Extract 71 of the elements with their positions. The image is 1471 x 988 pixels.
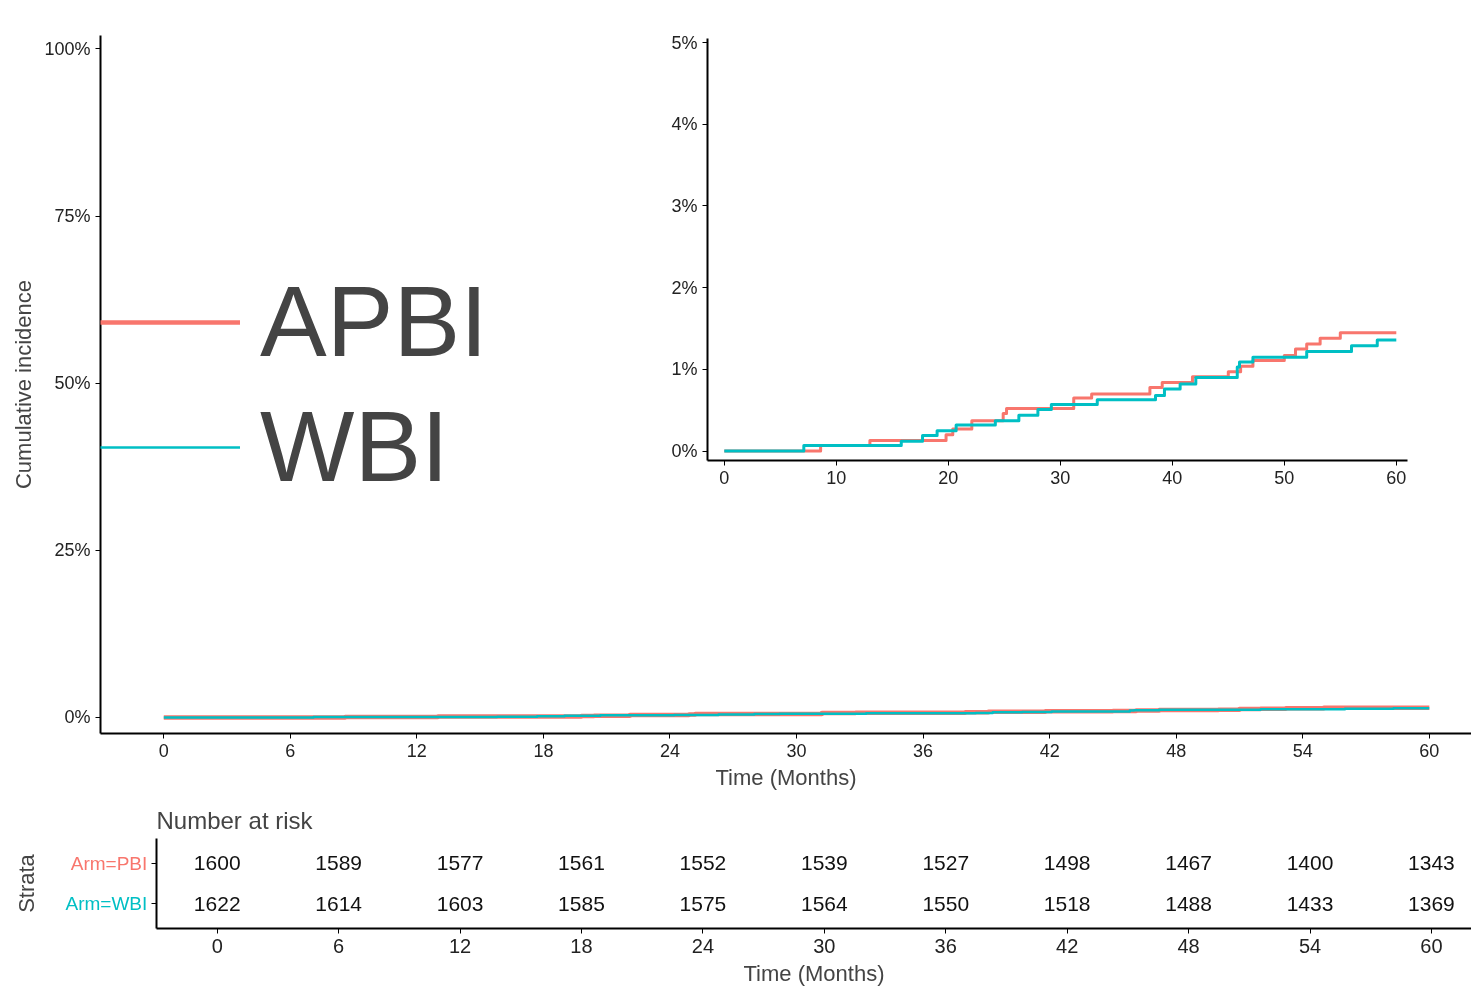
data-label: 1433 — [1286, 891, 1334, 915]
x-tick-label: 30 — [813, 934, 836, 957]
x-tick-label: 36 — [913, 740, 934, 761]
x-tick-label: 24 — [691, 934, 715, 957]
x-tick-label: 60 — [1420, 934, 1443, 957]
data-label: 1539 — [800, 851, 848, 875]
y-tick-label: 5% — [671, 32, 698, 53]
x-tick-label: 60 — [1386, 467, 1407, 488]
x-tick-label: 18 — [570, 934, 593, 957]
y-tick-label: 0% — [64, 707, 91, 728]
x-tick-label: 42 — [1039, 740, 1060, 761]
data-label: 1622 — [193, 891, 241, 915]
x-axis-title: Time (Months) — [743, 960, 885, 986]
y-tick-label: 3% — [671, 195, 698, 216]
data-label: 1614 — [315, 891, 363, 915]
data-label: 1400 — [1286, 851, 1334, 875]
legend-label: APBI — [260, 264, 488, 379]
y-axis-title: Strata — [13, 853, 39, 913]
x-tick-label: 0 — [719, 467, 730, 488]
x-tick-label: 20 — [938, 467, 959, 488]
data-label: 1603 — [436, 891, 484, 915]
x-tick-label: 6 — [285, 740, 296, 761]
data-label: 1585 — [558, 891, 605, 915]
x-tick-label: 0 — [211, 934, 223, 957]
x-tick-label: 24 — [659, 740, 681, 761]
x-tick-label: 12 — [406, 740, 427, 761]
x-tick-label: 40 — [1162, 467, 1183, 488]
y-tick-label: 100% — [44, 38, 91, 59]
data-label: 1575 — [679, 891, 727, 915]
y-tick-label: 25% — [54, 540, 91, 561]
y-tick-label: 0% — [671, 441, 698, 462]
y-tick-label: 4% — [671, 114, 698, 135]
x-tick-label: 60 — [1419, 740, 1440, 761]
x-tick-label: 30 — [1050, 467, 1071, 488]
x-axis-title: Time (Months) — [715, 764, 857, 790]
x-tick-label: 10 — [826, 467, 847, 488]
y-tick-label: Arm=WBI — [65, 893, 148, 915]
x-tick-label: 48 — [1166, 740, 1187, 761]
data-label: 1564 — [800, 891, 848, 915]
data-label: 1369 — [1408, 891, 1455, 915]
x-tick-label: 30 — [786, 740, 807, 761]
x-tick-label: 6 — [333, 934, 345, 957]
x-tick-label: 18 — [533, 740, 554, 761]
x-tick-label: 0 — [158, 740, 169, 761]
data-label: 1488 — [1165, 891, 1212, 915]
x-tick-label: 50 — [1274, 467, 1295, 488]
x-tick-label: 54 — [1298, 934, 1322, 957]
x-tick-label: 48 — [1177, 934, 1200, 957]
data-label: 1589 — [315, 851, 362, 875]
data-label: 1561 — [558, 851, 605, 875]
x-tick-label: 54 — [1292, 740, 1313, 761]
x-tick-label: 42 — [1056, 934, 1079, 957]
y-tick-label: 2% — [671, 277, 698, 298]
y-tick-label: 1% — [671, 359, 698, 380]
y-tick-label: 75% — [54, 206, 91, 227]
data-label: 1550 — [922, 891, 970, 915]
data-label: 1552 — [679, 851, 727, 875]
data-label: 1467 — [1165, 851, 1212, 875]
y-tick-label: Arm=PBI — [70, 852, 148, 874]
y-tick-label: 50% — [54, 373, 91, 394]
y-axis-title: Cumulative incidence — [11, 279, 37, 490]
chart-title: Number at risk — [156, 806, 314, 834]
x-tick-label: 36 — [934, 934, 957, 957]
data-label: 1518 — [1043, 891, 1091, 915]
data-label: 1527 — [922, 851, 970, 875]
data-label: 1600 — [193, 851, 241, 875]
legend-label: WBI — [260, 389, 449, 504]
data-label: 1498 — [1043, 851, 1091, 875]
data-label: 1577 — [436, 851, 484, 875]
data-label: 1343 — [1408, 851, 1455, 875]
x-tick-label: 12 — [448, 934, 472, 957]
